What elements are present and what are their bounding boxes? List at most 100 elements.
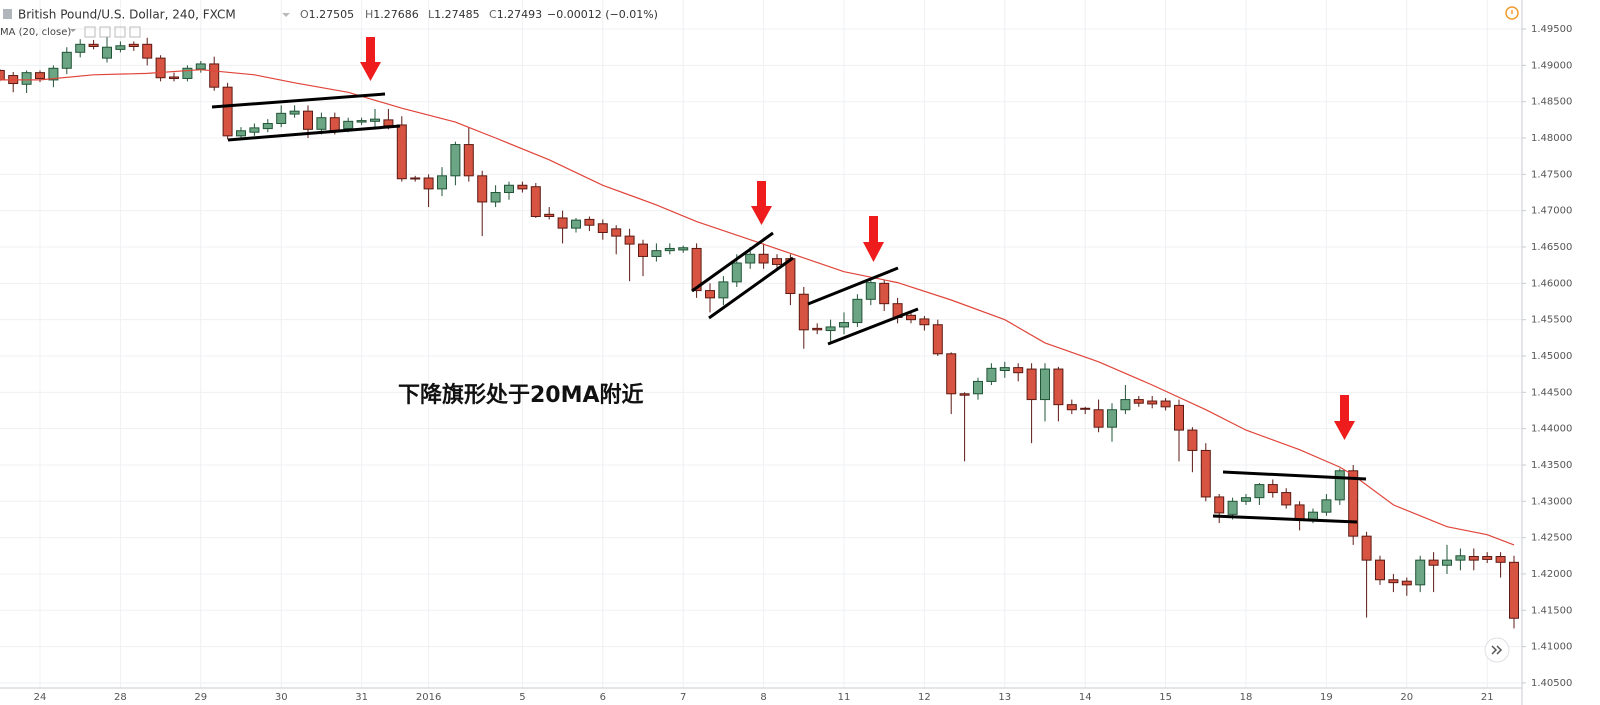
candle-body: [624, 235, 635, 245]
button[interactable]: [84, 26, 96, 38]
candle-body: [1495, 556, 1506, 563]
candle-body: [638, 243, 648, 257]
candle-body: [772, 258, 782, 265]
candle-body: [1026, 368, 1037, 401]
candle-body: [410, 177, 421, 180]
indicator-menu[interactable]: [70, 29, 76, 32]
candle-body: [0, 69, 5, 81]
candle-body: [61, 51, 72, 69]
indicator-label: MA (20, close): [0, 27, 71, 38]
trendlines: [211, 92, 1367, 524]
y-tick-label: 1.47500: [1531, 169, 1572, 180]
candle-body: [316, 117, 327, 130]
button[interactable]: [129, 26, 141, 38]
candle-body: [1107, 409, 1117, 428]
candle-body: [758, 253, 769, 264]
button[interactable]: [99, 26, 111, 38]
candle-body: [1348, 470, 1359, 537]
candle-body: [1187, 429, 1198, 451]
x-tick-label: 14: [1079, 692, 1092, 703]
symbol-icon: [3, 9, 12, 19]
x-tick-label: 30: [275, 692, 288, 703]
candle-body: [1160, 400, 1171, 408]
symbol: British Pound/U.S. Dollar, 240, FXCM: [18, 8, 236, 22]
candle-body: [731, 262, 742, 283]
candle-body: [1375, 559, 1385, 581]
x-tick-label: 19: [1320, 692, 1333, 703]
grid: [0, 0, 1522, 688]
arrow: [863, 216, 884, 262]
candle-body: [1482, 556, 1493, 560]
candle-body: [115, 45, 126, 50]
trendline: [691, 231, 774, 293]
ohlc-value: 1.27493: [497, 8, 543, 21]
y-tick-label: 1.49500: [1531, 24, 1572, 35]
candle-body: [1281, 492, 1292, 506]
candle-body: [343, 120, 354, 130]
candle-body: [236, 130, 246, 137]
candle-body: [222, 86, 233, 137]
candle-body: [396, 124, 407, 180]
ohlc-item: H1.27686: [365, 8, 419, 21]
x-tick-label: 5: [519, 692, 525, 703]
candle-body: [705, 290, 715, 299]
y-tick-label: 1.41000: [1531, 642, 1572, 653]
alert-icon[interactable]: [1505, 6, 1519, 20]
candle-body: [1147, 400, 1158, 405]
candle-body: [1214, 496, 1225, 514]
candle-body: [383, 119, 394, 127]
candle-body: [102, 46, 112, 59]
candle-body: [1174, 404, 1184, 431]
candle-body: [1361, 535, 1372, 561]
y-tick-label: 1.47000: [1531, 206, 1572, 217]
y-tick-label: 1.43500: [1531, 460, 1572, 471]
trendline: [827, 307, 919, 346]
candle-body: [1120, 399, 1131, 411]
candle-body: [973, 380, 983, 395]
candle-body: [1267, 484, 1278, 494]
x-tick-label: 15: [1159, 692, 1172, 703]
arrow: [751, 181, 772, 225]
candle-body: [745, 253, 756, 264]
y-tick-label: 1.44000: [1531, 424, 1572, 435]
x-tick-label: 11: [838, 692, 851, 703]
candle-body: [75, 43, 86, 53]
ohlc-item: L1.27485: [428, 8, 480, 21]
candle-body: [812, 327, 823, 331]
candle-body: [182, 67, 193, 79]
candle-body: [664, 247, 675, 252]
candle-body: [530, 186, 541, 217]
candle-body: [1334, 470, 1345, 501]
candle-body: [1254, 484, 1265, 499]
candle-body: [1227, 500, 1238, 515]
candle-body: [370, 118, 380, 122]
x-tick-label: 24: [34, 692, 47, 703]
candle-body: [35, 72, 45, 79]
ohlc-label: C: [489, 8, 497, 21]
dropdown[interactable]: [282, 13, 290, 17]
x-tick-label: 13: [998, 692, 1011, 703]
x-tick-label: 8: [760, 692, 766, 703]
ohlc-value: 1.27686: [373, 8, 419, 21]
candle-body: [1080, 407, 1091, 410]
candle-body: [999, 367, 1010, 372]
x-tick-label: 7: [680, 692, 686, 703]
candle-body: [423, 177, 434, 190]
candle-body: [276, 112, 287, 125]
candle-body: [48, 67, 59, 81]
candle-body: [1040, 368, 1050, 401]
candle-body: [879, 282, 890, 305]
candle-body: [919, 318, 930, 326]
candle-body: [571, 219, 581, 229]
candle-body: [906, 314, 916, 321]
arrow: [360, 37, 381, 81]
candle-body: [463, 144, 474, 177]
button[interactable]: [114, 26, 126, 38]
candle-body: [678, 247, 689, 251]
candle-body: [544, 213, 555, 217]
x-tick-label: 6: [600, 692, 606, 703]
candle-body: [450, 144, 461, 177]
candle-body: [209, 63, 220, 88]
